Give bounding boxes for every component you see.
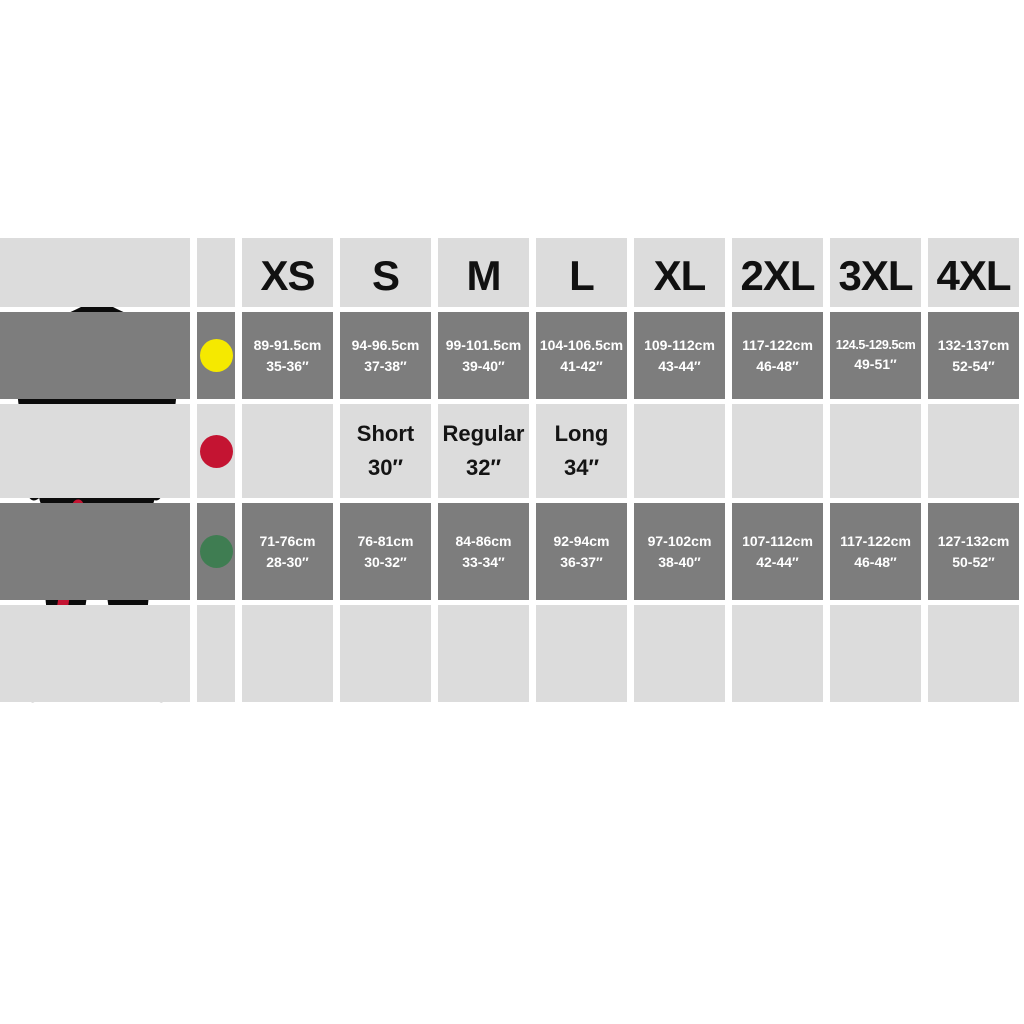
waist-cm-xs: 71-76cm (259, 532, 316, 549)
chest-in-4xl: 52-54″ (952, 357, 995, 374)
waist-dot-icon (199, 535, 233, 568)
chest-cm-4xl: 132-137cm (937, 336, 1010, 353)
chest-cell-m: 99-101.5cm 39-40″ (438, 312, 529, 399)
leg-in-m: 32″ (465, 455, 501, 480)
leg-in-s: 30″ (367, 455, 403, 480)
size-col-header-l: L (536, 238, 627, 307)
bottom-cell-4xl (928, 605, 1019, 702)
waist-in-4xl: 50-52″ (952, 553, 995, 570)
size-col-header-xl: XL (634, 238, 725, 307)
size-table: XS S M L XL 2XL 3XL 4XL 89-91.5cm 35-36″… (0, 238, 1019, 702)
marker-column-bottom (197, 605, 235, 702)
waist-in-m: 33-34″ (462, 553, 505, 570)
figure-band-header (0, 238, 190, 307)
leg-cell-xs (242, 404, 333, 498)
chest-cell-3xl: 124.5-129.5cm 49-51″ (830, 312, 921, 399)
waist-in-xs: 28-30″ (266, 553, 309, 570)
waist-cm-3xl: 117-122cm (840, 532, 911, 549)
leg-label-l: Long (554, 420, 609, 446)
leg-in-l: 34″ (563, 455, 599, 480)
size-col-header-m: M (438, 238, 529, 307)
chest-marker-cell (197, 312, 235, 399)
bottom-cell-l (536, 605, 627, 702)
waist-cm-2xl: 107-112cm (742, 532, 813, 549)
waist-cell-2xl: 107-112cm 42-44″ (732, 503, 823, 600)
leg-cell-2xl (732, 404, 823, 498)
waist-cell-l: 92-94cm 36-37″ (536, 503, 627, 600)
bottom-cell-xl (634, 605, 725, 702)
leg-marker-cell (197, 404, 235, 498)
waist-marker-cell (197, 503, 235, 600)
chest-cell-l: 104-106.5cm 41-42″ (536, 312, 627, 399)
leg-label-s: Short (356, 420, 415, 446)
chest-in-2xl: 46-48″ (756, 357, 799, 374)
waist-in-3xl: 46-48″ (854, 553, 897, 570)
figure-band-chest (0, 312, 190, 399)
size-col-header-s: S (340, 238, 431, 307)
chest-cm-m: 99-101.5cm (445, 336, 522, 353)
chest-cell-xs: 89-91.5cm 35-36″ (242, 312, 333, 399)
bottom-cell-2xl (732, 605, 823, 702)
leg-cell-m: Regular 32″ (438, 404, 529, 498)
leg-label-m: Regular (442, 420, 525, 446)
size-col-header-2xl: 2XL (732, 238, 823, 307)
waist-cm-m: 84-86cm (455, 532, 512, 549)
figure-band-leg (0, 404, 190, 498)
chest-cm-s: 94-96.5cm (351, 336, 420, 353)
bottom-cell-s (340, 605, 431, 702)
chest-cell-s: 94-96.5cm 37-38″ (340, 312, 431, 399)
marker-column-header (197, 238, 235, 307)
leg-cell-3xl (830, 404, 921, 498)
size-col-header-4xl: 4XL (928, 238, 1019, 307)
waist-cm-xl: 97-102cm (647, 532, 712, 549)
waist-in-s: 30-32″ (364, 553, 407, 570)
bottom-cell-3xl (830, 605, 921, 702)
waist-cell-3xl: 117-122cm 46-48″ (830, 503, 921, 600)
chest-cm-l: 104-106.5cm (539, 336, 624, 353)
leg-cell-s: Short 30″ (340, 404, 431, 498)
chest-in-xs: 35-36″ (266, 357, 309, 374)
leg-cell-l: Long 34″ (536, 404, 627, 498)
bottom-cell-xs (242, 605, 333, 702)
waist-cell-m: 84-86cm 33-34″ (438, 503, 529, 600)
chest-cell-4xl: 132-137cm 52-54″ (928, 312, 1019, 399)
chest-in-m: 39-40″ (462, 357, 505, 374)
chest-in-xl: 43-44″ (658, 357, 701, 374)
chest-cell-xl: 109-112cm 43-44″ (634, 312, 725, 399)
waist-in-l: 36-37″ (560, 553, 603, 570)
figure-band-bottom (0, 605, 190, 702)
chest-cell-2xl: 117-122cm 46-48″ (732, 312, 823, 399)
waist-cell-s: 76-81cm 30-32″ (340, 503, 431, 600)
waist-cell-xs: 71-76cm 28-30″ (242, 503, 333, 600)
size-col-header-xs: XS (242, 238, 333, 307)
inside-leg-dot-icon (199, 434, 233, 468)
waist-in-2xl: 42-44″ (756, 553, 799, 570)
chest-cm-xl: 109-112cm (644, 336, 715, 353)
waist-cell-xl: 97-102cm 38-40″ (634, 503, 725, 600)
chest-cm-xs: 89-91.5cm (253, 336, 322, 353)
leg-cell-xl (634, 404, 725, 498)
bottom-cell-m (438, 605, 529, 702)
waist-cm-s: 76-81cm (357, 532, 414, 549)
chest-cm-2xl: 117-122cm (742, 336, 813, 353)
chest-in-s: 37-38″ (364, 357, 407, 374)
waist-cm-l: 92-94cm (553, 532, 610, 549)
leg-cell-4xl (928, 404, 1019, 498)
waist-cell-4xl: 127-132cm 50-52″ (928, 503, 1019, 600)
waist-cm-4xl: 127-132cm (937, 532, 1010, 549)
chest-dot-icon (199, 339, 233, 372)
chest-cm-3xl: 124.5-129.5cm (835, 337, 916, 352)
chest-in-3xl: 49-51″ (854, 356, 897, 373)
waist-in-xl: 38-40″ (658, 553, 701, 570)
chest-in-l: 41-42″ (560, 357, 603, 374)
size-col-header-3xl: 3XL (830, 238, 921, 307)
figure-band-waist (0, 503, 190, 600)
